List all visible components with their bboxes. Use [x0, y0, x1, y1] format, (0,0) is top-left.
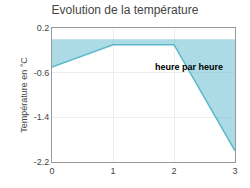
- svg-text:-0.6: -0.6: [34, 68, 50, 78]
- svg-text:2: 2: [171, 166, 176, 176]
- svg-text:-1.4: -1.4: [34, 112, 50, 122]
- svg-text:heure par heure: heure par heure: [155, 62, 223, 72]
- svg-text:-2.2: -2.2: [34, 157, 50, 167]
- svg-text:0: 0: [49, 166, 54, 176]
- svg-text:1: 1: [110, 166, 115, 176]
- svg-text:Evolution de la température: Evolution de la température: [52, 3, 199, 17]
- svg-text:3: 3: [232, 166, 237, 176]
- svg-text:Température en °C: Température en °C: [19, 57, 29, 133]
- svg-text:0.2: 0.2: [37, 23, 50, 33]
